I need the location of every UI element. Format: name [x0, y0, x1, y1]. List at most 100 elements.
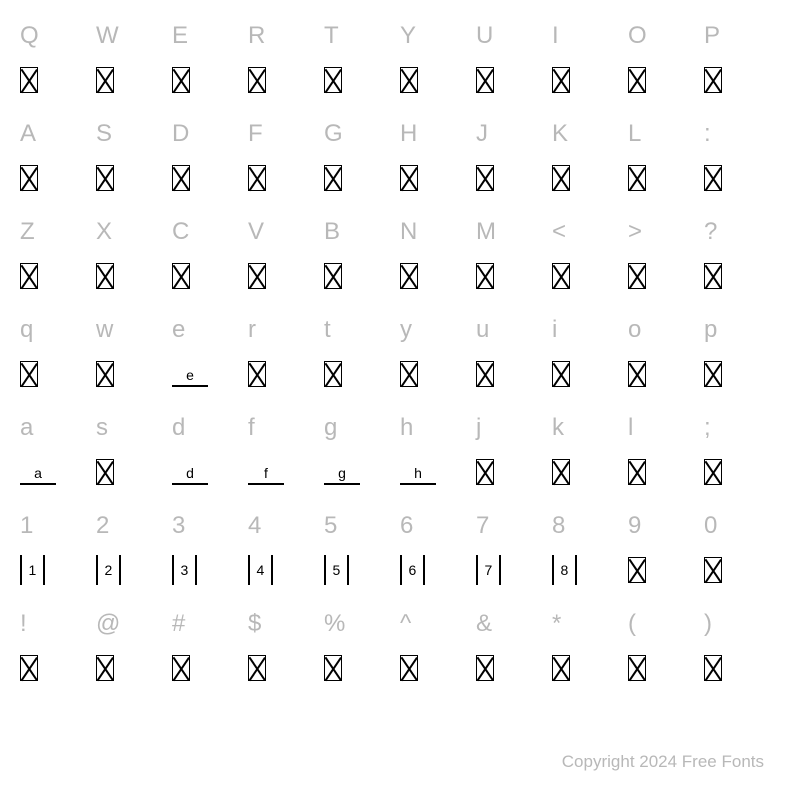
char-cell: W	[96, 18, 172, 116]
missing-glyph-icon	[476, 459, 494, 485]
missing-glyph-icon	[96, 165, 114, 191]
missing-glyph-icon	[400, 165, 418, 191]
underline-glyph-char: e	[186, 361, 194, 383]
char-cell: *	[552, 606, 628, 704]
underline-glyph: e	[172, 361, 208, 387]
missing-glyph-icon	[704, 655, 722, 681]
char-label: 2	[96, 508, 109, 544]
numbar-char: 4	[257, 562, 265, 578]
missing-glyph-icon	[628, 67, 646, 93]
glyph-area	[552, 452, 570, 492]
glyph-area: 5	[324, 550, 349, 590]
glyph-area	[704, 158, 722, 198]
char-label: 4	[248, 508, 261, 544]
underline-bar	[172, 385, 208, 387]
char-cell: A	[20, 116, 96, 214]
char-cell: gg	[324, 410, 400, 508]
char-cell: &	[476, 606, 552, 704]
char-label: B	[324, 214, 340, 250]
char-label: >	[628, 214, 642, 250]
glyph-area: d	[172, 452, 208, 492]
glyph-area	[628, 60, 646, 100]
char-cell: G	[324, 116, 400, 214]
char-cell: ff	[248, 410, 324, 508]
char-cell: $	[248, 606, 324, 704]
underline-glyph: g	[324, 459, 360, 485]
missing-glyph-icon	[628, 165, 646, 191]
char-cell: :	[704, 116, 780, 214]
missing-glyph-icon	[628, 459, 646, 485]
char-label: &	[476, 606, 492, 642]
char-label: j	[476, 410, 481, 446]
numbar-char: 3	[181, 562, 189, 578]
char-cell: j	[476, 410, 552, 508]
glyph-area	[476, 452, 494, 492]
char-label: D	[172, 116, 189, 152]
char-label: ;	[704, 410, 711, 446]
char-label: X	[96, 214, 112, 250]
missing-glyph-icon	[324, 67, 342, 93]
glyph-area	[20, 60, 38, 100]
missing-glyph-icon	[704, 165, 722, 191]
glyph-area	[704, 60, 722, 100]
glyph-area: h	[400, 452, 436, 492]
char-label: 1	[20, 508, 33, 544]
glyph-area: 8	[552, 550, 577, 590]
underline-glyph: d	[172, 459, 208, 485]
char-cell: 0	[704, 508, 780, 606]
numbar-glyph: 4	[248, 555, 273, 585]
char-cell: Y	[400, 18, 476, 116]
vbar-icon	[96, 555, 98, 585]
glyph-area	[324, 60, 342, 100]
char-label: 6	[400, 508, 413, 544]
glyph-area: a	[20, 452, 56, 492]
char-cell: 55	[324, 508, 400, 606]
char-label: T	[324, 18, 339, 54]
char-cell: P	[704, 18, 780, 116]
missing-glyph-icon	[172, 263, 190, 289]
char-label: w	[96, 312, 113, 348]
char-label: g	[324, 410, 337, 446]
missing-glyph-icon	[704, 459, 722, 485]
char-cell: J	[476, 116, 552, 214]
glyph-area	[172, 648, 190, 688]
glyph-area	[172, 60, 190, 100]
missing-glyph-icon	[96, 263, 114, 289]
char-cell: p	[704, 312, 780, 410]
glyph-area	[400, 60, 418, 100]
glyph-area	[704, 354, 722, 394]
char-label: P	[704, 18, 720, 54]
underline-glyph: f	[248, 459, 284, 485]
char-cell: k	[552, 410, 628, 508]
char-cell: L	[628, 116, 704, 214]
glyph-area	[628, 256, 646, 296]
numbar-glyph: 8	[552, 555, 577, 585]
char-label: )	[704, 606, 712, 642]
numbar-glyph: 7	[476, 555, 501, 585]
char-label: V	[248, 214, 264, 250]
char-cell: B	[324, 214, 400, 312]
char-cell: l	[628, 410, 704, 508]
char-cell: y	[400, 312, 476, 410]
char-cell: ;	[704, 410, 780, 508]
glyph-area	[20, 256, 38, 296]
vbar-icon	[476, 555, 478, 585]
vbar-icon	[575, 555, 577, 585]
char-label: J	[476, 116, 488, 152]
missing-glyph-icon	[20, 655, 38, 681]
char-label: d	[172, 410, 185, 446]
numbar-char: 6	[409, 562, 417, 578]
vbar-icon	[324, 555, 326, 585]
underline-glyph-char: d	[186, 459, 194, 481]
char-cell: 88	[552, 508, 628, 606]
vbar-icon	[347, 555, 349, 585]
vbar-icon	[195, 555, 197, 585]
char-cell: w	[96, 312, 172, 410]
glyph-area	[476, 354, 494, 394]
char-cell: ee	[172, 312, 248, 410]
char-cell: Z	[20, 214, 96, 312]
char-label: O	[628, 18, 647, 54]
glyph-area	[96, 648, 114, 688]
numbar-glyph: 3	[172, 555, 197, 585]
char-label: h	[400, 410, 413, 446]
